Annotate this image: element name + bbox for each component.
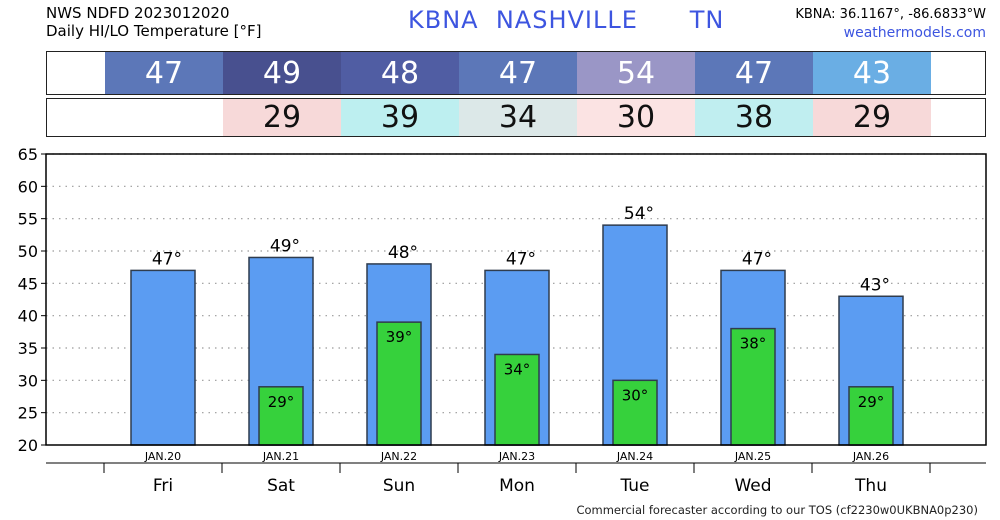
high-temp-label: 54° — [624, 204, 654, 224]
date-label: JAN.22 — [380, 450, 417, 463]
low-temp-label: 29° — [268, 393, 295, 411]
low-temp-cell: 39 — [341, 99, 459, 136]
station-city: NASHVILLE — [495, 6, 638, 34]
header-right: KBNA: 36.1167°, -86.6833°W weathermodels… — [795, 5, 986, 43]
high-temp-label: 43° — [860, 275, 890, 295]
low-temp-cell: 34 — [459, 99, 577, 136]
y-tick-label: 65 — [18, 145, 38, 164]
day-label: Thu — [854, 476, 887, 496]
low-temp-cell — [105, 99, 223, 136]
source-label: NWS NDFD 2023012020 — [46, 4, 230, 22]
station-state: TN — [689, 6, 725, 34]
low-temp-bar — [612, 379, 658, 446]
low-temp-cell: 30 — [577, 99, 695, 136]
high-temp-cell: 43 — [813, 52, 931, 94]
y-tick-label: 20 — [18, 436, 38, 455]
y-tick-label: 25 — [18, 404, 38, 423]
date-label: JAN.20 — [144, 450, 181, 463]
site-link[interactable]: weathermodels.com — [843, 25, 986, 41]
high-temp-label: 48° — [388, 243, 418, 263]
footer-note: Commercial forecaster according to our T… — [576, 503, 978, 517]
low-temp-label: 29° — [858, 393, 885, 411]
day-label: Sat — [267, 476, 295, 496]
high-temp-cell: 47 — [695, 52, 813, 94]
low-temp-cell: 29 — [223, 99, 341, 136]
y-tick-label: 55 — [18, 210, 38, 229]
station-code: KBNA — [408, 6, 479, 34]
low-temp-label: 34° — [504, 360, 531, 378]
y-tick-label: 40 — [18, 307, 38, 326]
high-temp-cell: 54 — [577, 52, 695, 94]
coords-label: KBNA: 36.1167°, -86.6833°W — [795, 7, 986, 22]
date-label: JAN.26 — [852, 450, 889, 463]
date-label: JAN.23 — [498, 450, 535, 463]
day-label: Mon — [499, 476, 535, 496]
day-label: Tue — [619, 476, 649, 496]
low-temp-label: 30° — [622, 386, 649, 404]
date-label: JAN.24 — [616, 450, 653, 463]
high-temp-bar — [130, 269, 196, 446]
y-tick-label: 35 — [18, 339, 38, 358]
header-left: NWS NDFD 2023012020 Daily HI/LO Temperat… — [46, 4, 262, 40]
plot-frame — [45, 153, 987, 446]
high-temp-cell: 47 — [459, 52, 577, 94]
low-temperature-strip: 29 39 34 30 38 29 — [46, 98, 986, 137]
high-temp-cell: 49 — [223, 52, 341, 94]
y-tick-label: 60 — [18, 177, 38, 196]
subtitle-label: Daily HI/LO Temperature [°F] — [46, 22, 262, 40]
y-tick-label: 50 — [18, 242, 38, 261]
low-temp-label: 38° — [740, 335, 767, 353]
day-label: Fri — [153, 476, 173, 496]
high-temp-cell: 47 — [105, 52, 223, 94]
low-temp-cell: 29 — [813, 99, 931, 136]
high-temperature-strip: 47 49 48 47 54 47 43 — [46, 51, 986, 95]
high-temp-label: 49° — [270, 236, 300, 256]
low-temp-label: 39° — [386, 328, 413, 346]
high-temp-cell: 48 — [341, 52, 459, 94]
date-label: JAN.21 — [262, 450, 299, 463]
low-temp-cell: 38 — [695, 99, 813, 136]
high-temp-label: 47° — [152, 249, 182, 269]
temperature-chart: 20 25 30 35 40 45 50 55 60 65 47° 49° 29° 48° 39° 47° 34… — [18, 145, 987, 496]
y-tick-label: 30 — [18, 371, 38, 390]
high-temp-label: 47° — [506, 249, 536, 269]
day-label: Wed — [734, 476, 771, 496]
date-label: JAN.25 — [734, 450, 771, 463]
day-label: Sun — [383, 476, 415, 496]
high-temp-label: 47° — [742, 249, 772, 269]
y-tick-label: 45 — [18, 274, 38, 293]
station-title: KBNA NASHVILLE TN — [408, 6, 724, 34]
